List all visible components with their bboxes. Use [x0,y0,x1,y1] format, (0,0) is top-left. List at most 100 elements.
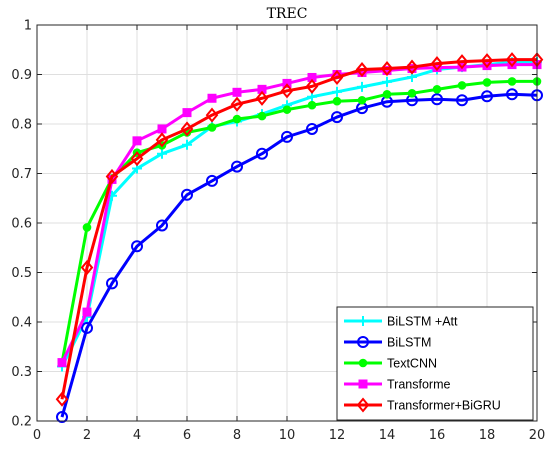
series-3 [57,77,542,367]
data-point [330,69,344,86]
y-tick-label: 0.3 [11,365,32,380]
x-tick-label: 12 [329,428,346,443]
legend: BiLSTM +Att BiLSTM TextCNN Transforme Transf… [336,306,534,421]
series-layer [55,52,544,424]
data-point [405,59,419,75]
legend-label: BiLSTM +Att [387,315,458,329]
data-point [456,94,468,107]
x-tick-label: 6 [183,428,191,443]
data-point [457,81,467,90]
data-point [81,321,93,334]
data-point [182,108,192,118]
y-tick-label: 0.2 [11,415,32,430]
legend-marker [358,379,368,389]
data-point [132,136,142,146]
data-point [430,56,444,72]
x-tick-label: 10 [279,428,296,443]
data-point [232,87,242,97]
legend-entry: Transforme [344,378,450,392]
legend-marker [358,316,368,326]
data-point [506,88,518,101]
data-point [82,223,92,232]
x-tick-label: 20 [529,428,546,443]
legend-entry: BiLSTM +Att [344,315,458,329]
data-point [56,411,68,424]
data-point [380,60,394,77]
data-point [331,111,343,124]
legend-marker [358,358,368,368]
data-point [130,151,144,167]
chart-title: TREC [267,6,308,22]
data-point [182,139,192,150]
x-tick-label: 16 [429,428,446,443]
data-point [382,76,392,87]
data-point [82,307,92,317]
legend-entry: TextCNN [344,357,437,371]
x-tick-label: 0 [33,428,41,443]
data-point [80,259,94,276]
data-point [180,121,194,137]
legend-entry: Transformer+BiGRU [344,397,501,413]
data-point [332,96,342,106]
series-5 [55,52,544,407]
legend-label: Transforme [387,378,450,392]
axes: 0 2 4 6 8 10 12 14 16 18 20 0.2 0.3 0.4 0.5 0.6 0.7 0.8 0.… [11,19,545,444]
legend-marker [356,397,370,413]
data-point [407,89,417,98]
data-point [431,93,443,106]
y-tick-label: 0.9 [11,68,32,83]
legend-label: BiLSTM [387,336,431,350]
data-point [131,240,143,253]
legend-entry: BiLSTM [344,336,431,350]
data-point [156,219,168,232]
data-point [155,132,169,148]
legend-marker [357,336,369,348]
data-point [106,277,118,290]
x-tick-label: 18 [479,428,496,443]
data-point [157,148,167,159]
data-point [105,168,119,185]
y-tick-label: 0.8 [11,118,32,133]
data-point [307,100,317,110]
data-point [256,147,268,160]
data-point [206,174,218,187]
data-point [205,107,219,123]
data-point [480,53,494,69]
data-point [232,114,242,124]
data-point [280,83,294,99]
data-point [507,77,517,86]
y-tick-label: 0.4 [11,316,32,331]
data-point [207,123,217,132]
data-point [357,81,367,92]
y-tick-label: 1 [24,19,32,34]
data-point [281,130,293,143]
legend-label: Transformer+BiGRU [387,399,501,413]
y-tick-label: 0.6 [11,217,32,232]
data-point [332,86,342,97]
data-point [207,93,217,103]
data-point [181,188,193,201]
x-tick-label: 4 [133,428,141,443]
data-point [55,391,69,407]
data-point [482,78,492,87]
x-tick-label: 2 [83,428,91,443]
data-point [257,111,267,121]
data-point [355,61,369,78]
data-point [157,124,167,134]
data-point [231,160,243,173]
data-point [282,105,292,114]
data-point [230,96,244,112]
data-point [57,358,67,368]
data-point [255,90,269,106]
y-tick-label: 0.5 [11,266,32,281]
data-point [306,122,318,135]
data-point [357,95,367,105]
data-point [455,54,469,70]
data-point [505,52,519,68]
data-point [432,85,442,94]
y-tick-label: 0.7 [11,167,32,182]
data-point [382,90,392,99]
data-point [305,78,319,94]
x-tick-label: 8 [233,428,241,443]
